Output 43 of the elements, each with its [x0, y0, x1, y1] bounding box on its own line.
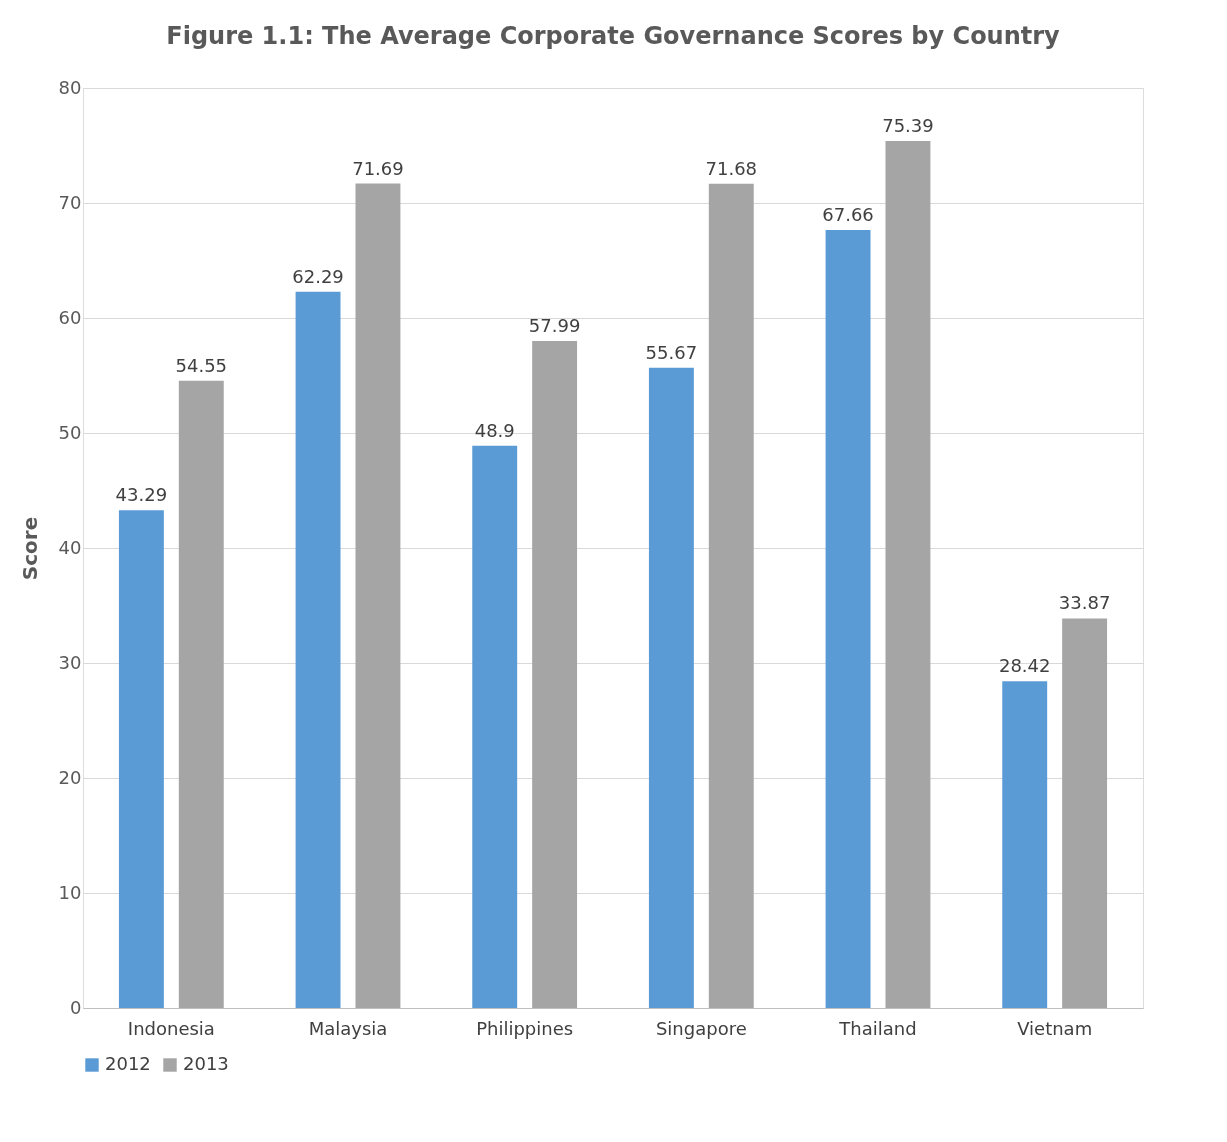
data-label: 54.55 [175, 354, 228, 376]
data-label: 55.67 [645, 341, 698, 363]
x-tick-label: Philippines [476, 1017, 574, 1039]
data-label: 67.66 [822, 203, 874, 225]
y-tick-label: 40 [58, 536, 82, 558]
y-tick-label: 30 [58, 651, 82, 673]
y-axis-title: Score [17, 516, 42, 581]
bar [178, 380, 224, 1008]
bar [355, 183, 401, 1008]
y-tick-label: 0 [70, 996, 82, 1018]
data-label: 71.68 [705, 157, 758, 179]
bar [532, 341, 578, 1008]
bar [295, 291, 341, 1008]
x-tick-label: Indonesia [127, 1017, 215, 1039]
legend-label: 2013 [183, 1053, 229, 1074]
x-tick-label: Vietnam [1017, 1017, 1093, 1039]
data-label: 48.9 [474, 419, 515, 441]
x-tick-label: Singapore [655, 1017, 747, 1039]
y-tick-label: 20 [58, 766, 82, 788]
data-label: 71.69 [352, 157, 404, 179]
chart-title: Figure 1.1: The Average Corporate Governance Scores by Country [166, 22, 1061, 50]
bar [708, 183, 754, 1008]
bar [825, 229, 871, 1008]
y-tick-label: 60 [58, 306, 82, 328]
bar [885, 141, 931, 1008]
y-tick-label: 10 [58, 881, 82, 903]
data-label: 28.42 [998, 655, 1051, 677]
x-tick-label: Malaysia [308, 1017, 388, 1039]
legend-label: 2012 [105, 1053, 151, 1074]
y-tick-label: 70 [58, 191, 82, 213]
data-label: 62.29 [292, 265, 344, 287]
bar [1002, 681, 1048, 1008]
data-label: 57.99 [528, 315, 581, 337]
x-tick-label: Thailand [838, 1017, 917, 1039]
bar [648, 367, 694, 1008]
data-label: 75.39 [882, 115, 934, 137]
data-label: 33.87 [1058, 592, 1111, 614]
data-label: 43.29 [115, 484, 168, 506]
bar [118, 510, 164, 1008]
y-tick-label: 80 [58, 76, 82, 98]
bar [472, 445, 518, 1008]
bar [1062, 618, 1108, 1008]
y-tick-label: 50 [58, 421, 82, 443]
